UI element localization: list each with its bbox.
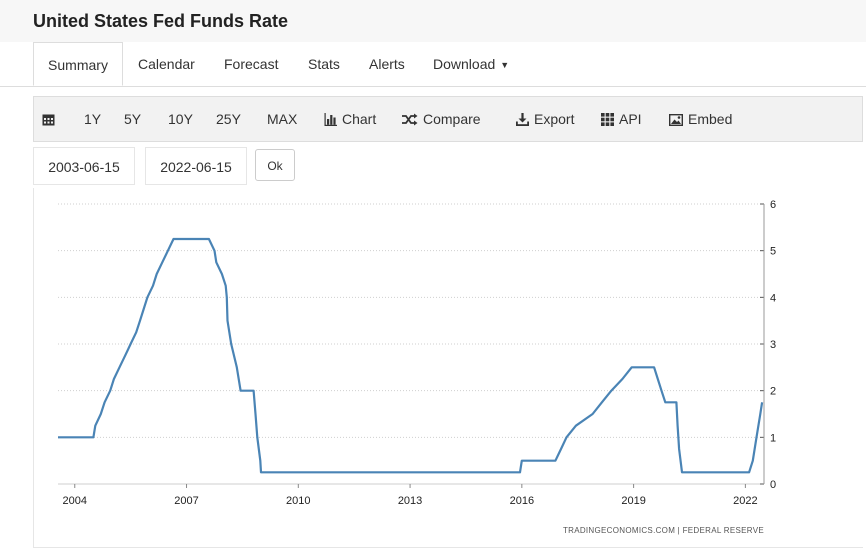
series-line (58, 237, 764, 474)
range-1y-button[interactable]: 1Y (84, 111, 102, 127)
chart-toolbar: 1Y 5Y 10Y 25Y MAX Chart Compare Export A… (33, 96, 863, 142)
shuffle-icon (402, 113, 418, 126)
chart-button[interactable]: Chart (324, 97, 376, 141)
x-axis-ticks: 2004 2007 2010 2013 2016 2019 2022 (63, 495, 758, 507)
range-10y-button[interactable]: 10Y (168, 111, 193, 127)
api-button[interactable]: API (601, 97, 642, 141)
image-icon (668, 113, 684, 127)
line-chart: 0 1 2 3 4 5 6 2004 2007 2010 2013 2016 2019 2022 TRA… (58, 199, 776, 535)
y-tick-label: 4 (770, 292, 776, 304)
tab-bar: Summary Calendar Forecast Stats Alerts D… (0, 42, 866, 87)
ok-button[interactable]: Ok (255, 149, 295, 181)
range-max-button[interactable]: MAX (267, 111, 298, 127)
export-button[interactable]: Export (516, 97, 574, 141)
bar-chart-icon (324, 113, 337, 126)
embed-button[interactable]: Embed (668, 97, 733, 141)
tab-summary[interactable]: Summary (33, 42, 123, 86)
tab-stats[interactable]: Stats (308, 56, 340, 72)
gridlines (58, 203, 765, 488)
y-tick-label: 6 (770, 199, 776, 211)
y-axis-ticks: 0 1 2 3 4 5 6 (770, 199, 776, 491)
x-tick-label: 2022 (733, 495, 757, 507)
chart-source: TRADINGECONOMICS.COM | FEDERAL RESERVE (563, 526, 764, 535)
caret-down-icon: ▼ (500, 60, 510, 70)
compare-button-label: Compare (423, 111, 481, 127)
embed-button-label: Embed (688, 111, 733, 127)
x-tick-label: 2010 (286, 495, 310, 507)
y-tick-label: 0 (770, 479, 776, 491)
x-tick-label: 2016 (510, 495, 534, 507)
chart-frame (33, 188, 863, 548)
x-tick-label: 2004 (63, 495, 87, 507)
y-tick-label: 1 (770, 432, 776, 444)
range-5y-button[interactable]: 5Y (124, 111, 142, 127)
tab-download-label: Download (433, 56, 496, 72)
download-icon (516, 113, 529, 126)
grid-icon (601, 113, 614, 126)
range-25y-button[interactable]: 25Y (216, 111, 241, 127)
tab-alerts[interactable]: Alerts (369, 56, 405, 72)
tab-forecast[interactable]: Forecast (224, 56, 279, 72)
y-tick-label: 2 (770, 386, 776, 398)
chart-button-label: Chart (342, 111, 377, 127)
x-tick-label: 2013 (398, 495, 422, 507)
start-date-input[interactable]: 2003-06-15 (33, 147, 135, 185)
series-layer (58, 237, 764, 474)
calendar-icon[interactable] (42, 97, 60, 141)
page-title: United States Fed Funds Rate (33, 11, 289, 31)
x-tick-label: 2019 (621, 495, 645, 507)
title-bar: United States Fed Funds Rate (0, 0, 866, 43)
tab-calendar[interactable]: Calendar (138, 56, 195, 72)
y-tick-label: 3 (770, 339, 776, 351)
api-button-label: API (619, 111, 642, 127)
export-button-label: Export (534, 111, 575, 127)
compare-button[interactable]: Compare (402, 97, 481, 141)
y-tick-label: 5 (770, 246, 776, 258)
x-tick-label: 2007 (174, 495, 198, 507)
end-date-input[interactable]: 2022-06-15 (145, 147, 247, 185)
tab-download[interactable]: Download ▼ (433, 42, 509, 86)
